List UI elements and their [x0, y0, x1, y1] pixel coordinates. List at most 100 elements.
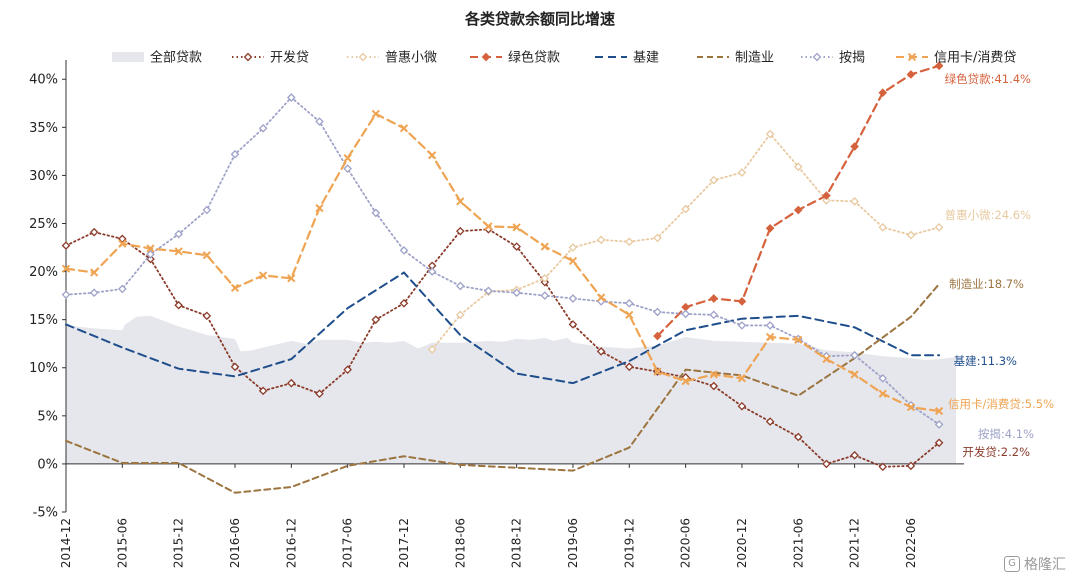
data-point	[709, 294, 719, 303]
marker-x-stroke	[118, 239, 127, 248]
data-point	[259, 271, 268, 280]
series-line	[65, 283, 941, 494]
data-point	[709, 370, 718, 379]
data-point	[766, 332, 775, 342]
data-point	[455, 226, 465, 236]
data-point	[934, 61, 944, 71]
data-point	[427, 267, 437, 276]
data-point	[934, 223, 944, 232]
marker-x-stroke	[90, 268, 99, 277]
marker-x-stroke	[456, 197, 465, 206]
marker-x-stroke	[146, 244, 155, 253]
data-point	[512, 288, 521, 298]
marker-x-stroke	[174, 247, 183, 256]
data-point	[653, 367, 662, 376]
data-point	[315, 117, 324, 126]
data-point	[568, 256, 578, 266]
data-point	[61, 241, 71, 250]
marker-x-stroke	[230, 283, 240, 293]
legend-label: 开发贷	[270, 50, 309, 66]
legend-item: 制造业	[697, 51, 774, 66]
data-point	[822, 191, 831, 200]
data-point	[878, 389, 887, 398]
data-point	[315, 203, 324, 213]
marker-x-stroke	[653, 367, 662, 376]
data-point	[765, 223, 775, 233]
data-point	[934, 406, 944, 416]
legend-item: 信用卡/消费贷	[896, 51, 1016, 66]
data-point	[371, 109, 380, 118]
y-tick-label: -5%	[33, 506, 58, 521]
marker-x-stroke	[766, 332, 775, 342]
legend-label: 普惠小微	[385, 51, 437, 66]
data-point	[399, 298, 409, 308]
series-line	[656, 64, 941, 338]
marker-x-stroke	[597, 293, 606, 302]
data-point	[146, 254, 155, 264]
data-point	[399, 124, 409, 133]
marker-x-stroke	[484, 222, 493, 231]
series-group	[61, 109, 944, 416]
data-point	[89, 288, 99, 298]
y-tick-label: 30%	[29, 169, 58, 184]
x-tick-label: 2018-06	[453, 518, 467, 568]
data-point	[286, 378, 296, 388]
y-tick-label: 20%	[29, 265, 58, 280]
data-point	[906, 403, 916, 412]
data-point	[455, 310, 465, 320]
legend-item: 开发贷	[232, 50, 309, 66]
data-point	[850, 142, 859, 151]
data-point	[568, 243, 578, 252]
y-tick-label: 10%	[29, 361, 58, 376]
data-point	[878, 374, 888, 383]
y-tick-label: 40%	[29, 73, 58, 88]
data-point	[118, 284, 127, 294]
data-point	[624, 298, 634, 308]
data-point	[737, 297, 747, 306]
marker-x-stroke	[878, 389, 887, 398]
series-line	[64, 112, 941, 413]
series-end-label: 开发贷:2.2%	[962, 445, 1030, 459]
data-point	[793, 205, 803, 215]
data-point	[906, 461, 916, 471]
x-tick-label: 2016-06	[228, 518, 242, 568]
data-point	[765, 321, 775, 330]
data-point	[568, 294, 578, 303]
data-point	[624, 237, 634, 247]
data-point	[878, 88, 888, 98]
y-tick-label: 35%	[29, 121, 58, 136]
data-point	[202, 251, 211, 260]
data-point	[258, 386, 268, 396]
data-point	[624, 362, 634, 372]
x-tick-label: 2019-06	[566, 518, 580, 568]
data-point	[258, 123, 268, 133]
watermark-text: 格隆汇	[1024, 557, 1066, 573]
legend-label: 制造业	[735, 51, 774, 66]
marker-x-stroke	[343, 153, 352, 163]
marker-x-stroke	[399, 124, 409, 133]
marker-x-stroke	[934, 406, 944, 416]
data-point	[737, 321, 747, 330]
data-point	[343, 153, 352, 163]
series-group	[653, 61, 944, 341]
x-tick-label: 2019-12	[622, 518, 636, 568]
marker-x-stroke	[850, 370, 859, 379]
data-point	[484, 286, 493, 296]
marker-x-stroke	[681, 377, 690, 386]
marker-x-stroke	[625, 310, 634, 319]
series-line	[65, 96, 941, 426]
data-point	[230, 283, 240, 293]
data-point	[202, 205, 212, 215]
data-point	[850, 370, 859, 379]
data-point	[230, 149, 240, 159]
marker-x-stroke	[287, 274, 296, 283]
data-point	[146, 244, 155, 253]
data-point	[737, 374, 747, 383]
data-point	[709, 175, 719, 185]
legend-marker	[812, 52, 822, 62]
data-point	[906, 70, 916, 79]
chart-title: 各类贷款余额同比增速	[464, 10, 615, 28]
series-group	[65, 283, 941, 494]
data-point	[343, 365, 352, 374]
y-tick-label: 0%	[37, 457, 58, 472]
